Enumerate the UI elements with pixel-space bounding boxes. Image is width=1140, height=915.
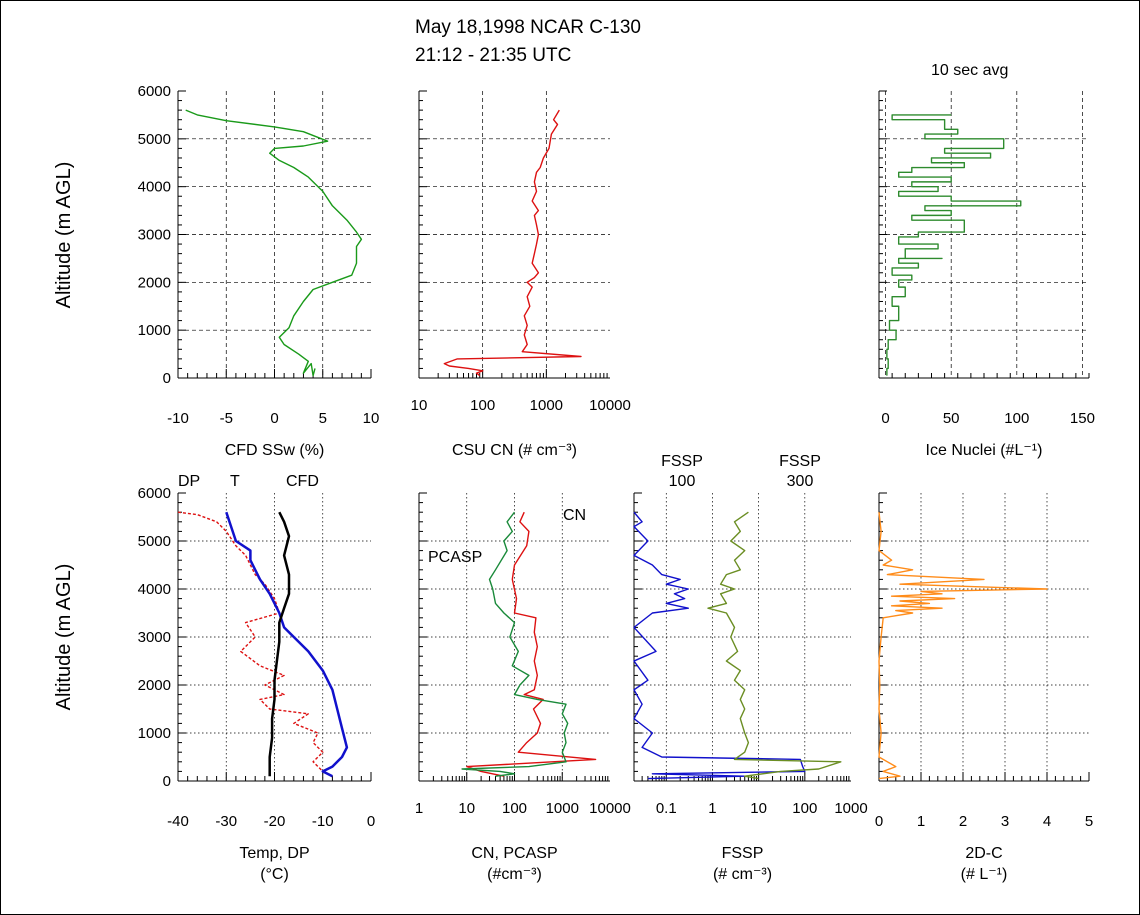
x-tick-label: 0 [367,813,375,830]
y-tick-label: 0 [163,370,171,387]
x-axis-label-unit: (#cm⁻³) [487,866,542,883]
x-tick-label: 100 [502,800,527,817]
x-tick-label: 1 [415,800,423,817]
y-tick-label: 3000 [138,227,171,244]
x-axis-label-unit: (# cm⁻³) [713,866,772,883]
x-tick-label: 10000 [589,800,631,817]
x-axis-label-unit: (°C) [260,866,289,883]
x-tick-label: 10 [750,800,767,817]
panel-csu-cn: 10 100 1000 10000 CSU CN (# cm⁻³) [411,90,631,459]
x-tick-label: 4 [1043,813,1051,830]
x-tick-label: -10 [312,813,334,830]
x-tick-label: 10 [363,410,380,427]
title-line-1: May 18,1998 NCAR C-130 [415,17,641,38]
y-axis-label-top: Altitude (m AGL) [53,162,75,309]
x-tick-label: 5 [319,410,327,427]
y-tick-label: 3000 [138,629,171,646]
x-tick-label: 0 [875,813,883,830]
x-tick-label: 0.1 [656,800,677,817]
x-axis-label: CN, PCASP [471,845,557,862]
x-tick-label: 100 [470,397,495,414]
x-axis-label: Ice Nuclei (#L⁻¹) [926,442,1043,459]
x-axis-label: 2D-C [965,845,1002,862]
series-cn-pcasp-cn [466,511,597,777]
series-fssp-fssp-100 [633,511,806,780]
series-cfd-ssw-cfd-ssw [185,109,363,377]
legend-t: T [230,473,240,490]
series-temp-dp-dp [177,511,333,777]
x-tick-label: 1 [917,813,925,830]
y-tick-label: 1000 [138,322,171,339]
legend-pcasp: PCASP [428,549,482,566]
panel-fssp: 0.1 1 10 100 1000 FSSP (# cm⁻³) [633,492,868,883]
x-tick-label: -40 [167,813,189,830]
x-tick-label: 1 [708,800,716,817]
legend-dp: DP [178,473,200,490]
series-fssp-fssp-300 [707,511,842,780]
x-tick-label: 100 [792,800,817,817]
legend-fssp300-line2: 300 [787,473,814,490]
series-ice-nuclei-ice-nuclei [886,114,1022,376]
series-cn-pcasp-pcasp [461,511,569,777]
x-tick-label: 1000 [834,800,867,817]
x-tick-label: -5 [220,410,233,427]
x-tick-label: 0 [881,410,889,427]
legend-fssp300-line1: FSSP [779,453,821,470]
x-axis-label: CSU CN (# cm⁻³) [452,442,577,459]
x-tick-label: 2 [959,813,967,830]
x-tick-label: 0 [270,410,278,427]
y-tick-label: 0 [163,773,171,790]
x-tick-label: -20 [264,813,286,830]
y-tick-label: 4000 [138,581,171,598]
panel-ice-nuclei: 0 50 100 150 Ice Nuclei (#L⁻¹) [878,90,1095,459]
y-tick-label: 1000 [138,725,171,742]
x-tick-label: 3 [1001,813,1009,830]
series-csu-cn-csu-cn [443,109,582,377]
panel-cfd-ssw: 0 1000 2000 3000 4000 5000 6000 -10 -5 0 5 10 CFD SS… [138,83,380,459]
x-tick-label: -10 [167,410,189,427]
x-axis-label-unit: (# L⁻¹) [961,866,1008,883]
panel-temp-dp: 0 1000 2000 3000 4000 5000 6000 -40 -30 -20 -10 0 Te… [138,485,376,883]
x-tick-label: 1000 [530,397,563,414]
avg-note: 10 sec avg [931,62,1008,79]
x-tick-label: 150 [1070,410,1095,427]
legend-cfd: CFD [286,473,319,490]
x-tick-label: 50 [943,410,960,427]
y-axis-label-bottom: Altitude (m AGL) [53,564,75,711]
legend-fssp100-line2: 100 [669,473,696,490]
series-temp-dp-t [225,511,349,778]
panel-cn-pcasp: 1 10 100 1000 10000 CN, PCASP (#cm⁻³) [415,492,631,883]
series-temp-dp-cfd [268,511,291,777]
y-tick-label: 5000 [138,533,171,550]
x-tick-label: 10 [458,800,475,817]
panel-2d-c: 0 1 2 3 4 5 2D-C (# L⁻¹) [875,492,1093,883]
legend-cn: CN [563,507,586,524]
y-tick-label: 6000 [138,83,171,100]
y-tick-label: 4000 [138,179,171,196]
x-axis-label: Temp, DP [239,845,309,862]
y-tick-label: 5000 [138,131,171,148]
y-tick-label: 2000 [138,274,171,291]
x-tick-label: 1000 [546,800,579,817]
y-tick-label: 6000 [138,485,171,502]
x-tick-label: 5 [1085,813,1093,830]
x-axis-label: FSSP [722,845,764,862]
x-tick-label: 100 [1004,410,1029,427]
series-2d-c-2d-c [878,512,1048,780]
title-line-2: 21:12 - 21:35 UTC [415,45,571,66]
y-tick-label: 2000 [138,677,171,694]
legend-fssp100-line1: FSSP [661,453,703,470]
x-tick-label: -30 [215,813,237,830]
x-axis-label: CFD SSw (%) [225,442,325,459]
x-tick-label: 10000 [589,397,631,414]
x-tick-label: 10 [411,397,428,414]
